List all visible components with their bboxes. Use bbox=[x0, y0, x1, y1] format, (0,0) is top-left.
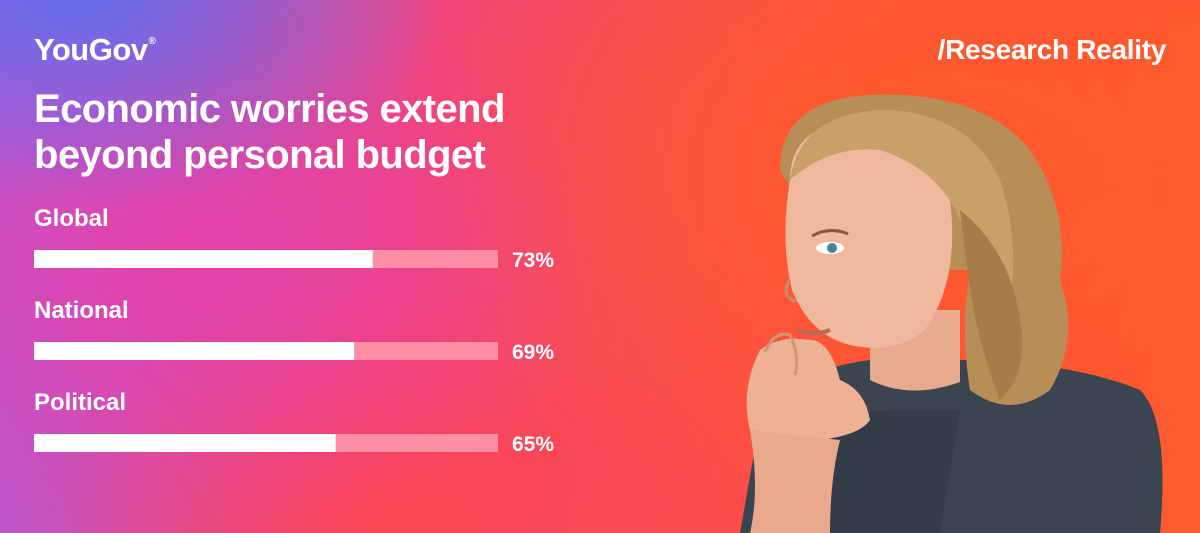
yougov-logo: YouGov® bbox=[34, 32, 156, 68]
bar-group-national: National 69% bbox=[34, 297, 554, 364]
title-line-2: beyond personal budget bbox=[34, 133, 486, 177]
bar-group-global: Global 73% bbox=[34, 205, 554, 272]
logo-text: YouGov bbox=[34, 32, 148, 67]
category-label: Global bbox=[34, 205, 109, 232]
registered-mark: ® bbox=[148, 36, 156, 47]
value-label: 65% bbox=[512, 433, 554, 456]
chart-title: Economic worries extend beyond personal … bbox=[34, 86, 634, 178]
bar bbox=[34, 434, 336, 452]
bar bbox=[34, 342, 355, 360]
woman-thinking-photo bbox=[740, 94, 1163, 533]
value-label: 69% bbox=[512, 341, 554, 364]
research-reality-tag: /Research Reality bbox=[937, 34, 1167, 65]
bar bbox=[34, 250, 373, 268]
bar-group-political: Political 65% bbox=[34, 389, 554, 456]
value-label: 73% bbox=[512, 249, 554, 272]
title-line-1: Economic worries extend bbox=[34, 87, 505, 131]
category-label: National bbox=[34, 297, 129, 324]
category-label: Political bbox=[34, 389, 126, 416]
